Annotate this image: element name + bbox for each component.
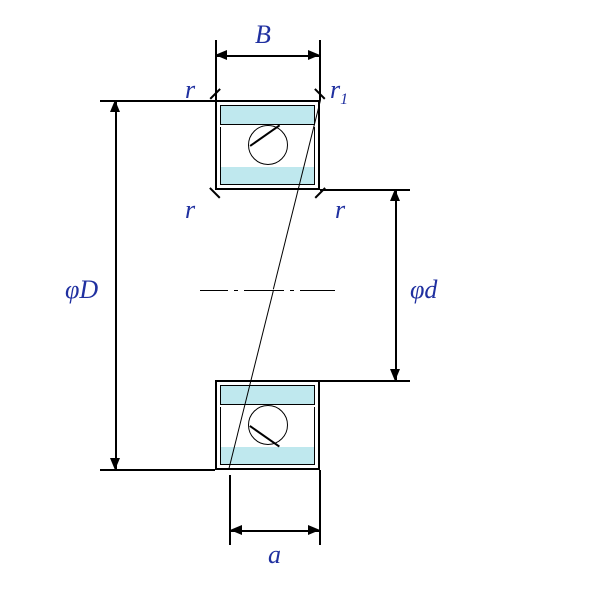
dim-a-arrow-r (308, 525, 320, 535)
label-d: φd (410, 275, 437, 305)
dim-a-bar (230, 530, 320, 532)
dim-D-bar (115, 100, 117, 470)
dim-d-arrow-d (390, 369, 400, 381)
upper-race-top (220, 105, 315, 125)
centerline-seg1 (200, 290, 228, 291)
lower-race-top (220, 385, 315, 405)
centerline-seg2 (244, 290, 284, 291)
dim-B-arrow-r (308, 50, 320, 60)
dim-B-arrow-l (215, 50, 227, 60)
dim-d-bar (395, 189, 397, 381)
label-r1-top-right: r1 (330, 75, 348, 109)
dim-D-arrow-d (110, 458, 120, 470)
dim-d-arrow-u (390, 189, 400, 201)
centerline-dot1 (234, 290, 238, 291)
centerline-dot2 (290, 290, 294, 291)
centerline-seg3 (300, 290, 335, 291)
label-r-inner-right: r (335, 195, 345, 225)
label-D: φD (65, 275, 98, 305)
label-r-inner-left: r (185, 195, 195, 225)
label-B: B (255, 20, 271, 50)
label-r1-sub: 1 (340, 91, 348, 108)
label-a: a (268, 540, 281, 570)
dim-D-arrow-u (110, 100, 120, 112)
dim-a-arrow-l (230, 525, 242, 535)
dim-B-bar (215, 55, 320, 57)
label-r1-base: r (330, 75, 340, 104)
